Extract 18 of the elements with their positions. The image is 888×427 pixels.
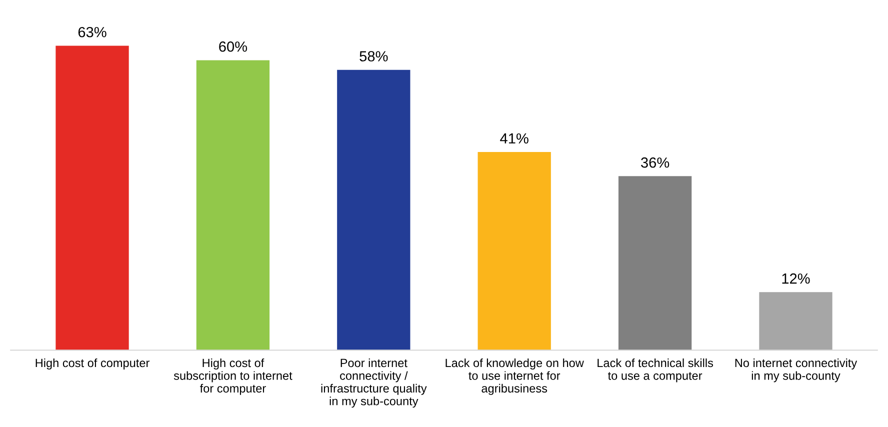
data-label: 63%: [78, 26, 106, 38]
data-label: 12%: [782, 273, 810, 284]
data-label: 60%: [219, 41, 248, 52]
bar: [337, 70, 410, 350]
x-tick-label: Lack of knowledge on how to use internet for agribusiness: [446, 358, 584, 395]
x-tick-label: High cost of subscription to internet for computer: [174, 358, 292, 395]
bar: [478, 152, 551, 350]
bar: [759, 292, 832, 350]
data-label: 58%: [360, 51, 388, 62]
bar: [56, 46, 129, 350]
bar: [196, 60, 270, 350]
bar: [618, 176, 692, 350]
x-tick-label: High cost of computer: [36, 358, 150, 370]
data-label: 41%: [500, 133, 528, 144]
x-tick-label: Lack of technical skills to use a computer: [598, 358, 714, 382]
x-tick-label: Poor internet connectivity / infrastructure quality in my sub-county: [321, 358, 427, 408]
data-label: 36%: [641, 157, 670, 168]
x-tick-label: No internet connectivity in my sub-county: [735, 358, 858, 382]
